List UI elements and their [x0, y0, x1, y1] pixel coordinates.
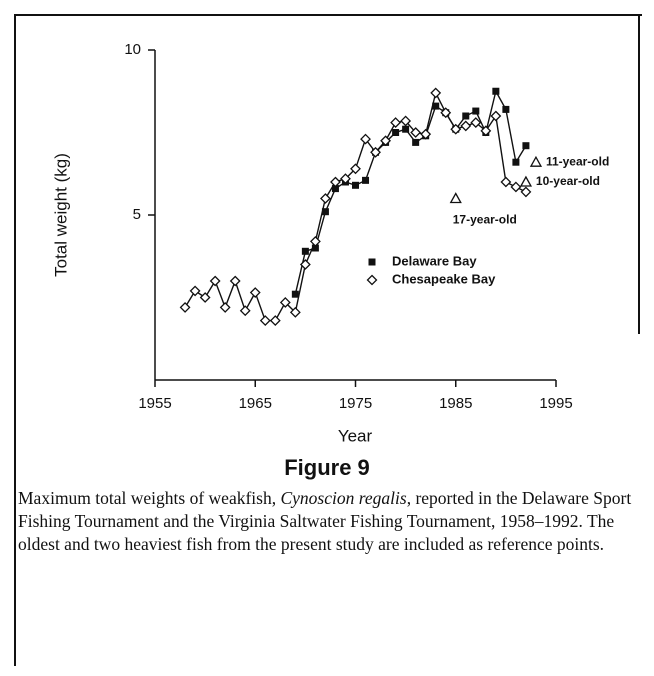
- data-point: [321, 208, 329, 216]
- data-point: [460, 120, 472, 132]
- data-point: [229, 275, 241, 287]
- data-point: [179, 301, 191, 313]
- data-point: [350, 163, 361, 175]
- caption-species: Cynoscion regalis: [280, 488, 407, 508]
- data-point: [412, 138, 420, 146]
- data-point: [360, 133, 371, 145]
- data-point: [520, 186, 532, 198]
- caption-text: Maximum total weights of weakfish,: [18, 488, 281, 508]
- x-axis-label: Year: [338, 426, 373, 445]
- y-tick-label: 5: [133, 206, 141, 223]
- data-point: [311, 244, 319, 252]
- reference-label: 17-year-old: [453, 213, 517, 227]
- data-point: [362, 176, 370, 184]
- x-tick-label: 1965: [239, 395, 272, 412]
- data-point: [432, 102, 440, 110]
- y-axis-label: Total weight (kg): [51, 153, 70, 277]
- data-point: [301, 247, 309, 255]
- reference-label: 11-year-old: [546, 154, 609, 168]
- data-point: [392, 129, 400, 136]
- data-point: [470, 117, 482, 129]
- legend-marker: [366, 274, 378, 286]
- data-point: [352, 181, 359, 189]
- data-point: [340, 173, 351, 185]
- x-tick-label: 1985: [439, 395, 472, 412]
- data-point: [450, 123, 462, 135]
- data-point: [502, 105, 510, 113]
- data-point: [239, 305, 251, 317]
- data-point: [500, 176, 512, 188]
- data-point: [331, 185, 339, 193]
- data-point: [390, 117, 402, 129]
- series-line: [184, 90, 527, 322]
- data-point: [420, 128, 432, 140]
- data-point: [269, 315, 281, 327]
- data-point: [289, 306, 301, 318]
- data-point: [249, 287, 261, 298]
- reference-point: [449, 192, 462, 204]
- figure-frame: [14, 14, 642, 666]
- legend-marker: [368, 258, 376, 266]
- x-tick-label: 1995: [539, 395, 572, 412]
- x-tick-label: 1975: [339, 395, 372, 412]
- data-point: [492, 87, 500, 95]
- data-point: [410, 127, 422, 138]
- data-point: [219, 301, 231, 313]
- data-point: [430, 87, 442, 99]
- data-point: [309, 235, 321, 247]
- y-tick-label: 10: [124, 41, 141, 58]
- x-tick-label: 1955: [138, 395, 171, 412]
- data-point: [189, 285, 201, 297]
- data-point: [370, 146, 381, 158]
- data-point: [480, 125, 492, 137]
- data-point: [330, 176, 341, 188]
- data-point: [299, 259, 311, 270]
- reference-point: [519, 175, 533, 187]
- legend-label: Chesapeake Bay: [392, 271, 496, 286]
- figure-frame-right: [638, 14, 640, 334]
- reference-point: [529, 155, 543, 167]
- caption: Maximum total weights of weakfish, Cynos…: [18, 487, 638, 556]
- data-point: [522, 142, 530, 150]
- caption-text: , reported in the Delaware Sport Fishing…: [18, 488, 632, 554]
- figure-label: Figure 9: [284, 455, 370, 480]
- data-point: [472, 107, 480, 115]
- data-point: [291, 290, 299, 298]
- series-line: [294, 89, 527, 295]
- data-point: [380, 135, 391, 147]
- data-point: [209, 275, 221, 287]
- data-point: [512, 158, 520, 166]
- data-point: [490, 110, 502, 122]
- data-point: [279, 297, 291, 308]
- data-point: [462, 112, 470, 120]
- data-point: [402, 125, 410, 133]
- data-point: [199, 292, 211, 303]
- data-point: [440, 107, 452, 119]
- data-point: [400, 115, 412, 127]
- legend-label: Delaware Bay: [392, 253, 477, 268]
- data-point: [259, 315, 271, 327]
- reference-label: 10-year-old: [536, 174, 600, 188]
- data-point: [510, 181, 522, 193]
- data-point: [320, 193, 331, 204]
